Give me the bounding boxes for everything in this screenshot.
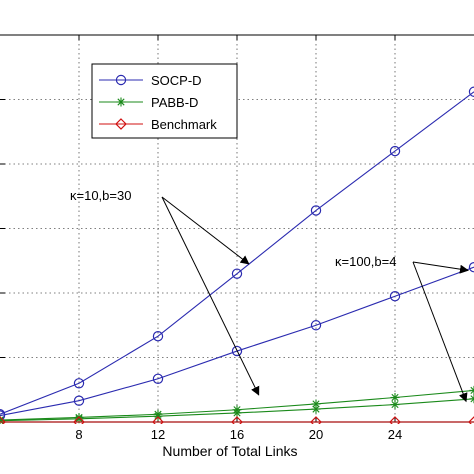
data-point-benchmark — [73, 416, 85, 424]
star-stroke — [312, 405, 320, 413]
legend-marker — [115, 74, 127, 86]
star-stroke — [0, 419, 4, 424]
legend-label: SOCP-D — [151, 73, 202, 88]
star-stroke — [233, 409, 241, 417]
data-point-socp-d — [152, 331, 164, 342]
legend-box — [91, 63, 238, 139]
data-point-socp-d — [310, 320, 322, 331]
data-point-benchmark — [231, 416, 243, 424]
star-stroke — [391, 393, 399, 402]
annotation-label: κ=100,b=4 — [335, 254, 396, 269]
annotation-arrow — [161, 196, 250, 265]
annotation-arrow — [161, 196, 260, 396]
x-tick-label: 16 — [230, 427, 244, 442]
legend-marker — [115, 118, 127, 130]
data-point-socp-d — [231, 268, 243, 279]
series-line-socp-d-k10b30 — [0, 91, 474, 415]
star-stroke — [391, 400, 399, 409]
data-point-pabb-d — [390, 400, 400, 410]
data-point-benchmark — [468, 416, 474, 424]
annotation-label: κ=10,b=30 — [70, 188, 131, 203]
star-stroke — [470, 395, 474, 400]
data-point-benchmark — [310, 416, 322, 424]
legend-label: Benchmark — [151, 117, 217, 132]
data-point-benchmark — [152, 416, 164, 424]
star-stroke — [470, 386, 474, 392]
data-point-socp-d — [152, 373, 164, 384]
x-tick-label: 12 — [151, 427, 165, 442]
star-stroke — [75, 415, 83, 423]
star-stroke — [470, 398, 474, 403]
annotation-arrow — [412, 261, 469, 274]
legend: SOCP-D PABB-D Benchmark — [91, 63, 238, 139]
data-point-pabb-d — [390, 392, 400, 402]
annotations: κ=10,b=30 κ=100,b=4 — [70, 188, 469, 403]
data-point-socp-d — [73, 395, 85, 406]
legend-marker — [116, 97, 126, 107]
x-tick-label: 8 — [75, 427, 82, 442]
x-axis-label: Number of Total Links — [162, 443, 297, 459]
data-point-socp-d — [389, 291, 401, 302]
data-point-pabb-d — [74, 414, 84, 424]
x-tick-label: 24 — [388, 427, 402, 442]
star-stroke — [312, 400, 320, 408]
data-point-socp-d — [310, 205, 322, 216]
data-point-pabb-d — [469, 394, 474, 404]
data-point-socp-d — [0, 410, 6, 421]
x-tick-label: 20 — [309, 427, 323, 442]
data-point-pabb-d — [469, 385, 474, 395]
data-point-benchmark — [389, 416, 401, 424]
annotation-arrow — [412, 261, 468, 403]
data-point-socp-d — [73, 378, 85, 389]
data-point-socp-d — [231, 345, 243, 357]
legend-label: PABB-D — [151, 95, 198, 110]
star-stroke — [470, 389, 474, 394]
data-point-benchmark — [0, 416, 6, 424]
data-point-socp-d — [389, 145, 401, 157]
data-point-pabb-d — [232, 408, 242, 418]
data-point-pabb-d — [311, 404, 321, 414]
star-stroke — [117, 98, 125, 106]
